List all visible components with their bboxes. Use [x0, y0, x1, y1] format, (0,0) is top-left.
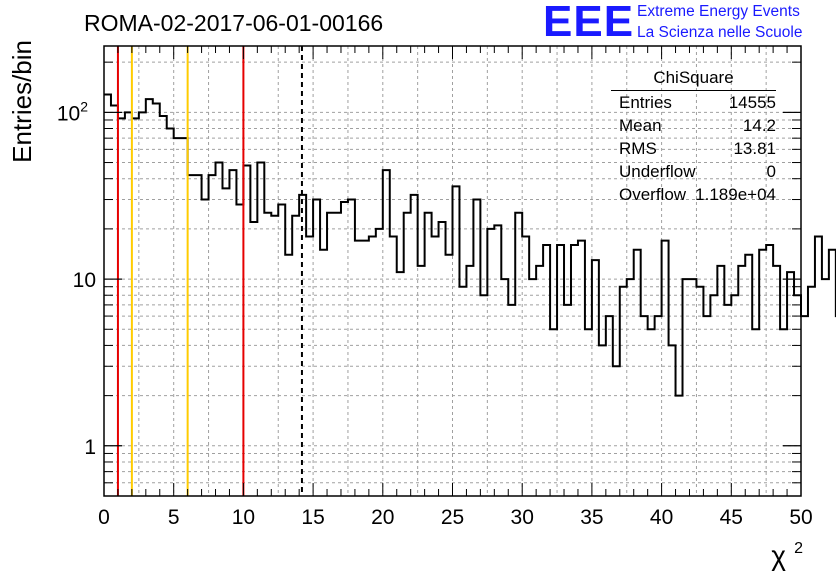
stats-value: 0	[766, 162, 776, 181]
x-tick-label: 40	[650, 506, 673, 529]
y-axis-title: Entries/bin	[7, 40, 37, 163]
stats-label: Mean	[619, 116, 662, 135]
stats-label: RMS	[619, 139, 657, 158]
x-tick-label: 45	[720, 506, 743, 529]
x-axis-title: χ	[771, 540, 786, 571]
y-tick-label: 1	[84, 436, 96, 459]
x-tick-label: 15	[301, 506, 324, 529]
stats-title: ChiSquare	[611, 66, 776, 91]
stats-row-underflow: Underflow 0	[611, 160, 776, 183]
x-tick-label: 5	[168, 506, 180, 529]
x-tick-label: 35	[580, 506, 603, 529]
stats-label: Underflow	[619, 162, 696, 181]
stats-box: ChiSquare Entries 14555 Mean 14.2 RMS 13…	[611, 66, 776, 206]
x-tick-label: 50	[789, 506, 812, 529]
x-tick-label: 20	[371, 506, 394, 529]
stats-value: 14.2	[742, 116, 776, 135]
y-tick-label: 10	[73, 269, 96, 292]
plot-title: ROMA-02-2017-06-01-00166	[84, 10, 384, 36]
stats-value: 1.189e+04	[695, 185, 776, 204]
stats-row-entries: Entries 14555	[611, 91, 776, 114]
logo-tagline-2: La Scienza nelle Scuole	[637, 24, 803, 41]
y-tick-label: 102	[57, 98, 88, 125]
stats-row-mean: Mean 14.2	[611, 114, 776, 137]
eee-logo: EEE	[543, 0, 635, 46]
x-tick-label: 10	[232, 506, 255, 529]
x-axis-title-sup: 2	[794, 540, 803, 557]
stats-value: 14555	[728, 93, 776, 112]
x-tick-label: 25	[441, 506, 464, 529]
x-tick-label: 30	[511, 506, 534, 529]
logo-tagline-1: Extreme Energy Events	[637, 3, 800, 20]
stats-row-overflow: Overflow 1.189e+04	[611, 183, 776, 206]
stats-value: 13.81	[733, 139, 776, 158]
x-tick-label: 0	[98, 506, 110, 529]
stats-row-rms: RMS 13.81	[611, 137, 776, 160]
stats-label: Overflow	[619, 185, 687, 204]
stats-label: Entries	[619, 93, 672, 112]
